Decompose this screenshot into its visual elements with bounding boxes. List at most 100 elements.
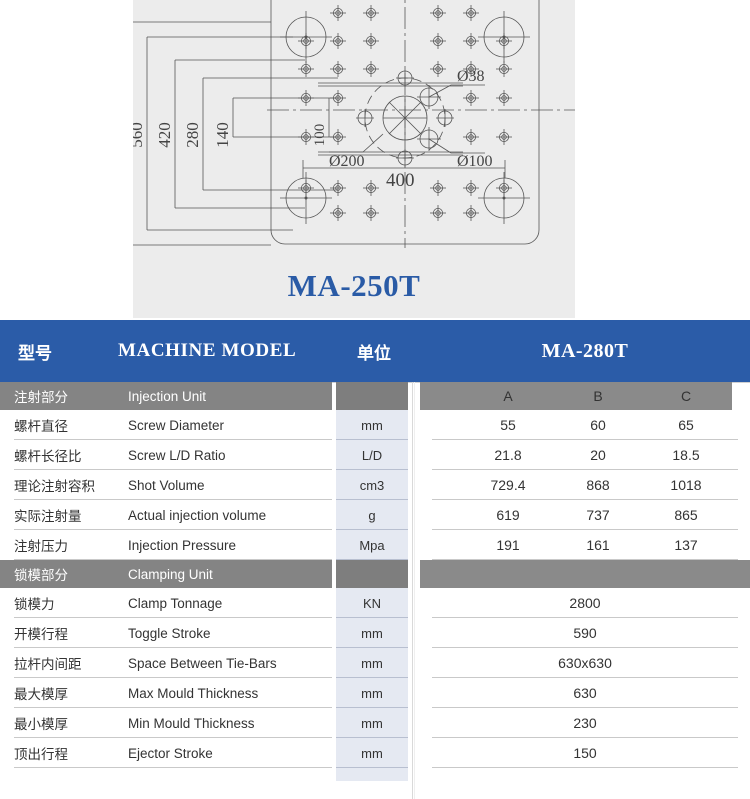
row-sep-unit: [336, 617, 408, 618]
row-label-en: Injection Pressure: [128, 537, 237, 553]
row-unit: Mpa: [336, 530, 408, 560]
row-label-cn: 顶出行程: [14, 747, 68, 762]
row-sep-right: [432, 737, 738, 738]
section-header-injection: 注射部分 Injection Unit A B C: [0, 382, 750, 410]
section-unit-cell: [336, 560, 408, 588]
header-unit-cn: 单位: [357, 343, 391, 363]
row-sep-unit: [336, 767, 408, 768]
row-sep-left: [14, 707, 332, 708]
row-value-c: 65: [678, 417, 694, 433]
row-label-en: Screw Diameter: [128, 417, 225, 433]
row-value-a: 21.8: [494, 447, 522, 463]
row-label-cn: [0, 768, 124, 781]
row-sep-right: [432, 767, 738, 768]
row-unit: mm: [336, 678, 408, 708]
dim-label-400: 400: [386, 170, 415, 191]
row-label-cn: 开模行程: [14, 627, 68, 642]
row-unit: mm: [336, 618, 408, 648]
row-sep-left: [14, 559, 332, 560]
row-value-span: [420, 768, 750, 781]
row-value-c: 18.5: [672, 447, 700, 463]
row-sep-left: [14, 647, 332, 648]
table-row: 螺杆直径 Screw Diameter mm 55 60 65: [0, 410, 750, 440]
row-value-c: 1018: [670, 477, 702, 493]
table-row: 实际注射量 Actual injection volume g 619 737 …: [0, 500, 750, 530]
section-label-cn: 注射部分: [0, 382, 124, 410]
variant-header-c: C: [640, 382, 732, 410]
row-unit: cm3: [336, 470, 408, 500]
row-unit: L/D: [336, 440, 408, 470]
table-row: 最小模厚 Min Mould Thickness mm 230: [0, 708, 750, 738]
row-sep-left: [14, 677, 332, 678]
row-value-span: 150: [573, 745, 597, 761]
unit-value-divider: [412, 382, 413, 799]
platen-technical-drawing: 700 560 420 280 140 100 Ø38 Ø100 Ø200 40…: [133, 0, 575, 248]
section-label-en: Clamping Unit: [124, 560, 332, 588]
row-sep-left: [14, 469, 332, 470]
variant-header-b: B: [552, 382, 644, 410]
table-row: 锁模力 Clamp Tonnage KN 2800: [0, 588, 750, 618]
table-row: 注射压力 Injection Pressure Mpa 191 161 137: [0, 530, 750, 560]
row-sep-left: [14, 767, 332, 768]
section-value-cell: [420, 560, 750, 588]
row-sep-left: [14, 529, 332, 530]
row-sep-left: [14, 439, 332, 440]
row-label-cn: 实际注射量: [14, 509, 82, 524]
dim-label-420: 420: [155, 122, 174, 148]
row-unit: KN: [336, 588, 408, 618]
row-sep-right: [432, 439, 738, 440]
section-label-en: Injection Unit: [124, 382, 332, 410]
row-unit: mm: [336, 648, 408, 678]
row-sep-right: [432, 647, 738, 648]
row-unit: mm: [336, 410, 408, 440]
section-header-clamping: 锁模部分 Clamping Unit: [0, 560, 750, 588]
row-sep-right: [432, 469, 738, 470]
row-unit: [336, 768, 408, 781]
header-spec-model: MA-280T: [541, 339, 629, 362]
row-label-en: Max Mould Thickness: [128, 685, 259, 701]
unit-value-divider-2: [414, 382, 415, 799]
row-value-a: 729.4: [490, 477, 526, 493]
row-sep-unit: [336, 499, 408, 500]
row-sep-unit: [336, 707, 408, 708]
dim-label-560: 560: [133, 122, 146, 148]
row-label-cn: 理论注射容积: [14, 479, 95, 494]
row-label-cn: 最大模厚: [14, 687, 68, 702]
row-label-en: Min Mould Thickness: [128, 715, 255, 731]
row-label-en: Screw L/D Ratio: [128, 447, 226, 463]
row-value-span: 230: [573, 715, 597, 731]
table-row: 螺杆长径比 Screw L/D Ratio L/D 21.8 20 18.5: [0, 440, 750, 470]
row-label-en: [124, 768, 332, 781]
row-label-en: Ejector Stroke: [128, 745, 213, 761]
row-sep-unit: [336, 529, 408, 530]
row-value-a: 191: [496, 537, 520, 553]
row-sep-right: [432, 559, 738, 560]
dim-label-dia38: Ø38: [457, 68, 485, 85]
row-value-b: 868: [586, 477, 610, 493]
row-value-b: 737: [586, 507, 610, 523]
row-value-a: 619: [496, 507, 520, 523]
row-sep-left: [14, 499, 332, 500]
row-sep-unit: [336, 439, 408, 440]
row-sep-unit: [336, 469, 408, 470]
drawing-model-title: MA-250T: [287, 268, 421, 303]
row-sep-right: [432, 707, 738, 708]
row-label-en: Shot Volume: [128, 477, 205, 493]
row-sep-unit: [336, 737, 408, 738]
table-header-bar: 型号 MACHINE MODEL 单位 MA-280T: [0, 320, 750, 382]
row-label-cn: 螺杆直径: [14, 419, 68, 434]
row-label-cn: 螺杆长径比: [14, 449, 82, 464]
table-row: 最大模厚 Max Mould Thickness mm 630: [0, 678, 750, 708]
row-value-a: 55: [500, 417, 516, 433]
row-value-span: 630x630: [558, 655, 612, 671]
row-sep-unit: [336, 647, 408, 648]
row-sep-right: [432, 499, 738, 500]
table-row: 拉杆内间距 Space Between Tie-Bars mm 630x630: [0, 648, 750, 678]
row-value-b: 161: [586, 537, 610, 553]
row-label-en: Clamp Tonnage: [128, 595, 223, 611]
row-label-cn: 注射压力: [14, 539, 68, 554]
table-row: 开模行程 Toggle Stroke mm 590: [0, 618, 750, 648]
row-value-b: 60: [590, 417, 606, 433]
row-label-en: Toggle Stroke: [128, 625, 211, 641]
